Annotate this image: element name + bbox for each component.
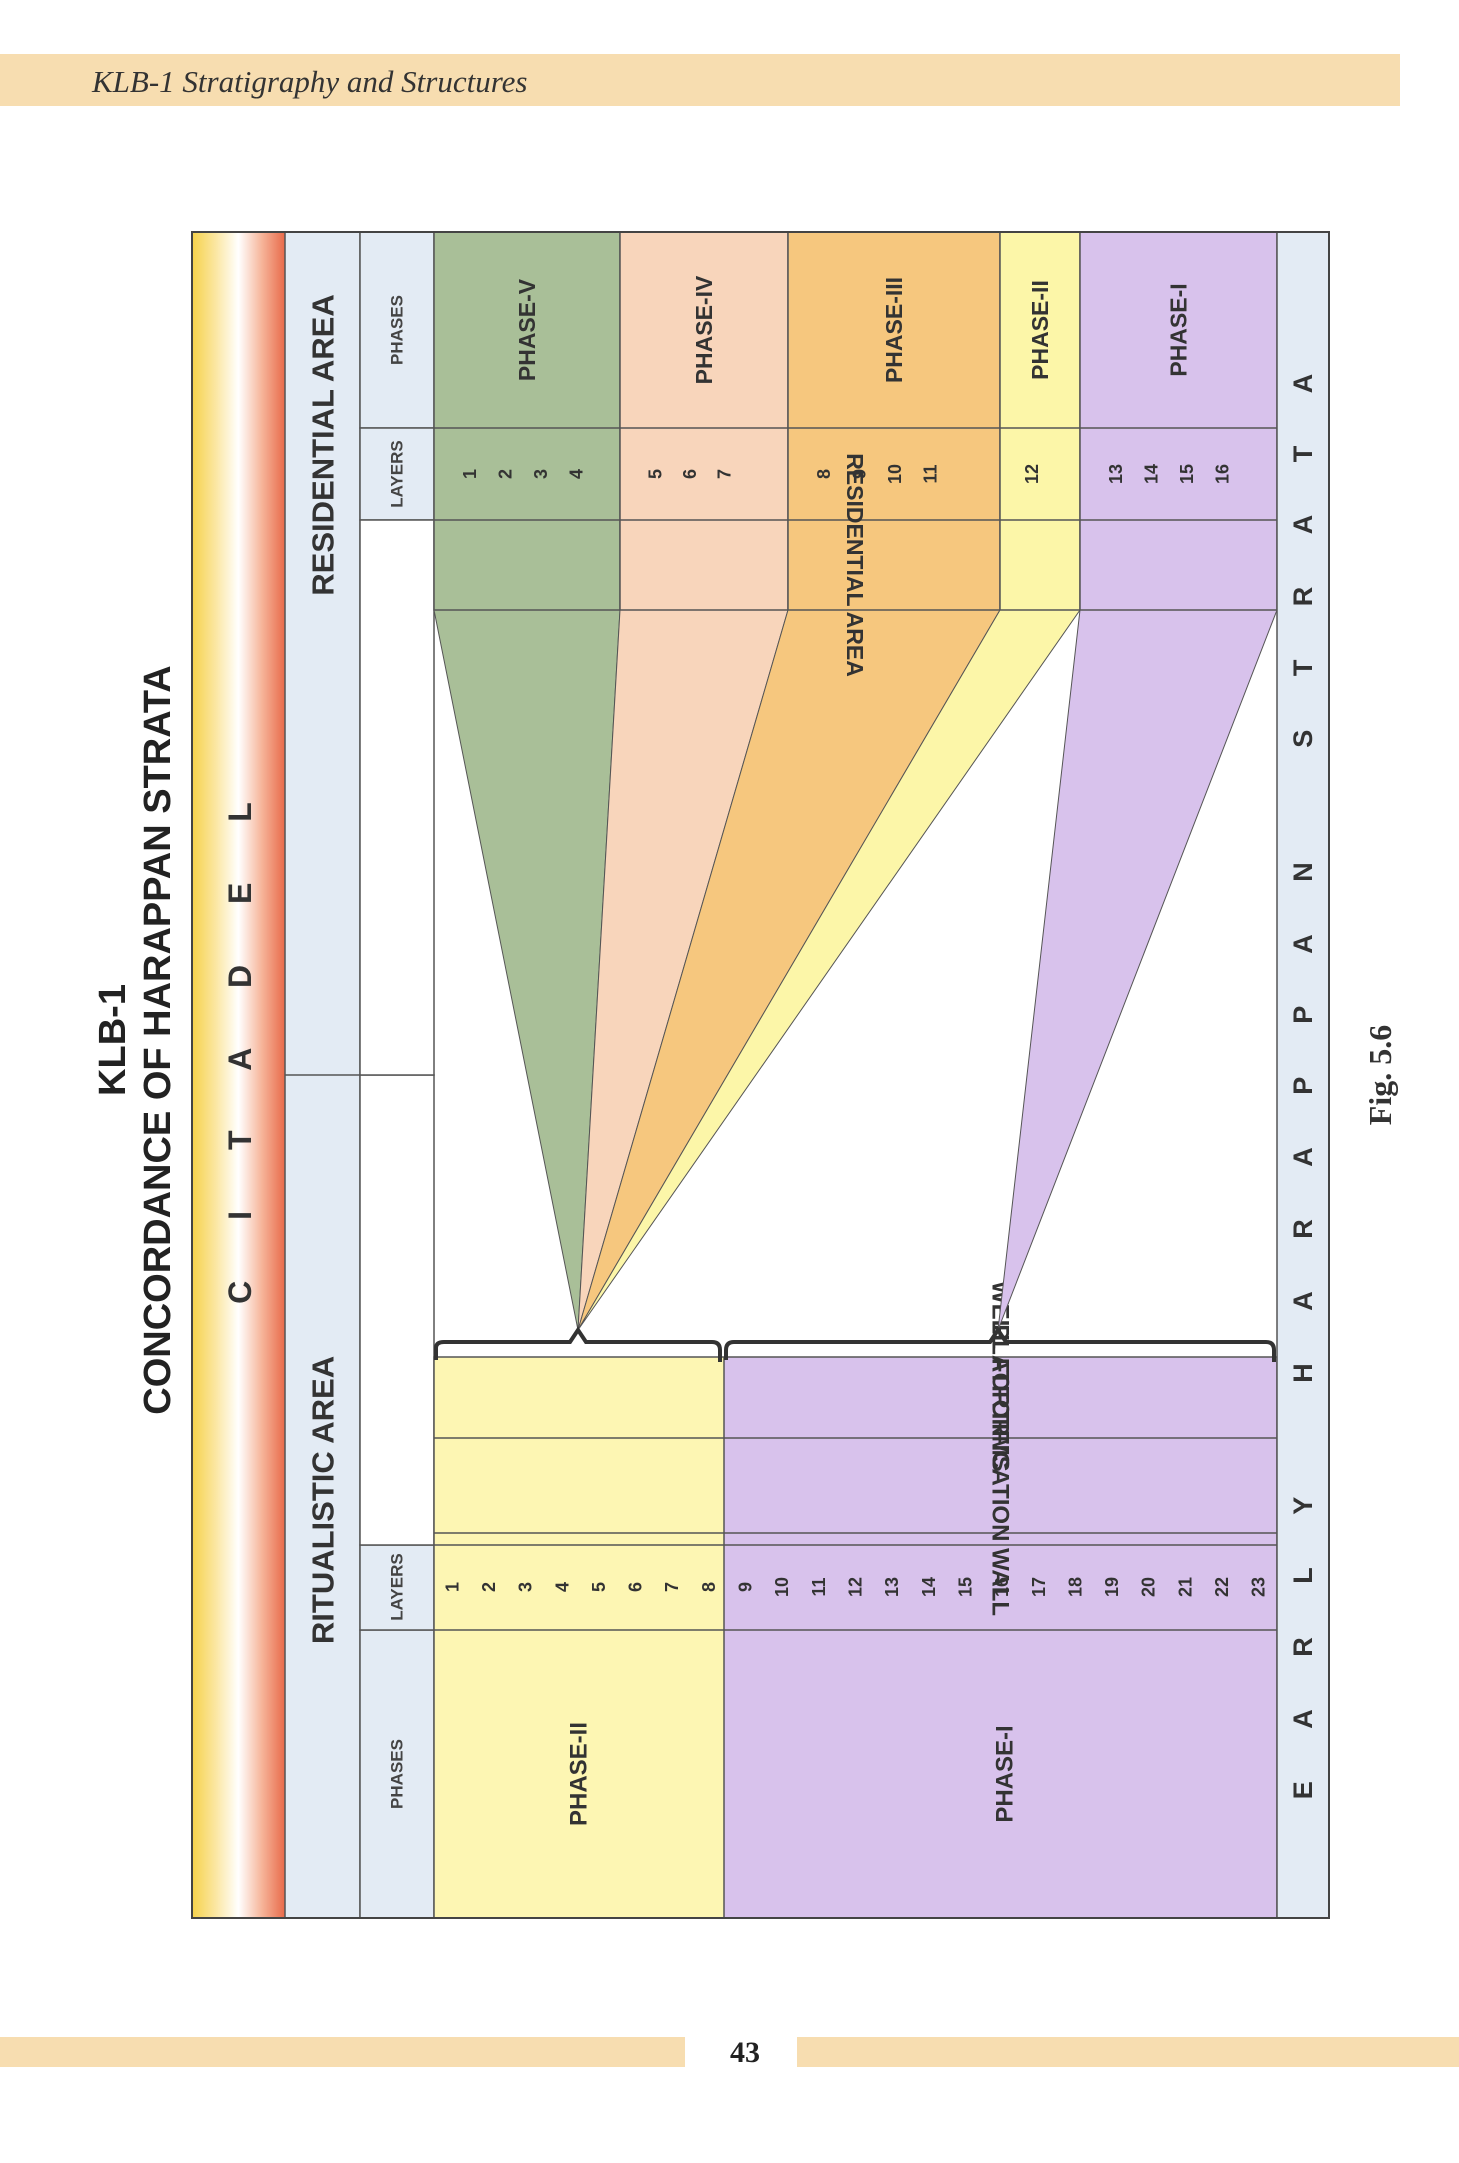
citadel-label: C I T A D E L xyxy=(222,776,258,1304)
left-layer-number: 6 xyxy=(626,1582,646,1592)
structure-platforms: PLATFORMS xyxy=(987,1324,1014,1472)
early-harappan-label: E A R L Y H A R A P P A N S T R A T A xyxy=(1288,351,1318,1800)
right-layer-number: 13 xyxy=(1106,464,1126,484)
phase-row xyxy=(619,231,789,611)
right-phase-label: PHASE-V xyxy=(514,278,540,381)
left-layer-number: 1 xyxy=(442,1582,462,1592)
right-layer-number: 16 xyxy=(1212,464,1232,484)
left-phase2-block xyxy=(434,1357,724,1918)
phase-row xyxy=(787,231,1001,611)
left-layer-number: 13 xyxy=(882,1577,902,1597)
ritualistic-area-label: RITUALISTIC AREA xyxy=(306,1356,341,1644)
left-layer-number: 12 xyxy=(846,1577,866,1597)
residential-band-label: RESIDENTIAL AREA xyxy=(842,453,868,677)
right-layer-number: 15 xyxy=(1177,464,1197,484)
left-layer-number: 18 xyxy=(1065,1577,1085,1597)
left-layer-number: 2 xyxy=(479,1582,499,1592)
left-phase1-block xyxy=(724,1357,1277,1918)
left-layer-number: 20 xyxy=(1139,1577,1159,1597)
left-phase1-label: PHASE-I xyxy=(992,1725,1019,1822)
left-layer-number: 22 xyxy=(1212,1577,1232,1597)
left-layer-number: 19 xyxy=(1102,1577,1122,1597)
right-layer-number: 3 xyxy=(531,469,551,479)
left-layer-number: 17 xyxy=(1029,1577,1049,1597)
left-layer-number: 11 xyxy=(809,1577,829,1596)
phase1-brace xyxy=(724,1326,1276,1362)
right-layer-number: 1 xyxy=(460,469,480,479)
right-layer-number: 2 xyxy=(495,469,515,479)
header-bar xyxy=(0,54,1400,106)
left-layer-number: 23 xyxy=(1249,1577,1269,1597)
right-layer-number: 14 xyxy=(1141,464,1161,484)
left-layer-number: 14 xyxy=(919,1577,939,1597)
page-number: 43 xyxy=(730,2036,760,2069)
left-phase2-label: PHASE-II xyxy=(566,1722,593,1826)
left-layers-column: 1 2 3 4 5 6 7 8 9 10 11 12 13 14 15 16 17 18 19 20 21 22 23 xyxy=(442,1577,1268,1597)
right-layer-number: 4 xyxy=(566,469,586,479)
left-layer-number: 10 xyxy=(772,1577,792,1597)
right-layer-number: 10 xyxy=(885,464,905,484)
phase-row xyxy=(433,231,621,611)
right-layer-number: 5 xyxy=(645,469,665,479)
phase-wedge xyxy=(997,609,1278,1331)
right-phase-label: PHASE-II xyxy=(1027,280,1053,380)
figure-title-line2: CONCORDANCE OF HARAPPAN STRATA xyxy=(137,665,179,1414)
right-phases-header: PHASES xyxy=(388,295,407,365)
right-layer-number: 12 xyxy=(1022,464,1042,484)
left-layer-number: 21 xyxy=(1175,1577,1195,1597)
citadel-strip xyxy=(192,232,285,1918)
right-phase-label: PHASE-IV xyxy=(691,275,717,384)
left-layers-header: LAYERS xyxy=(388,1553,407,1620)
phase-row xyxy=(1079,231,1278,611)
right-layer-number: 7 xyxy=(715,469,735,479)
figure-caption: Fig. 5.6 xyxy=(1362,1025,1398,1125)
structure-fortification-wall: FORTIFICATION WALL xyxy=(987,1358,1014,1616)
left-layer-number: 9 xyxy=(736,1582,756,1592)
running-header: KLB-1 Stratigraphy and Structures xyxy=(92,64,528,99)
left-layer-number: 8 xyxy=(699,1582,719,1592)
right-layers-header: LAYERS xyxy=(388,440,407,507)
right-layer-number: 6 xyxy=(680,469,700,479)
residential-area-label: RESIDENTIAL AREA xyxy=(306,294,341,595)
right-layer-number: 8 xyxy=(814,469,834,479)
right-phase-label: PHASE-I xyxy=(1166,283,1192,376)
right-layer-number: 11 xyxy=(920,464,940,483)
left-layer-number: 5 xyxy=(589,1582,609,1592)
left-layer-number: 15 xyxy=(955,1577,975,1597)
left-layer-number: 4 xyxy=(552,1582,572,1592)
phase-row xyxy=(999,231,1081,611)
left-layer-number: 16 xyxy=(992,1577,1012,1597)
left-phases-header: PHASES xyxy=(388,1739,407,1809)
footer-bar-left xyxy=(0,2037,685,2067)
phase2-brace xyxy=(434,1326,722,1362)
right-layer-number: 9 xyxy=(849,469,869,479)
left-layer-number: 7 xyxy=(662,1582,682,1592)
figure-title-line1: KLB-1 xyxy=(92,984,134,1096)
left-layer-number: 3 xyxy=(516,1582,536,1592)
right-phase-label: PHASE-III xyxy=(881,277,907,383)
footer-bar-right xyxy=(797,2037,1459,2067)
